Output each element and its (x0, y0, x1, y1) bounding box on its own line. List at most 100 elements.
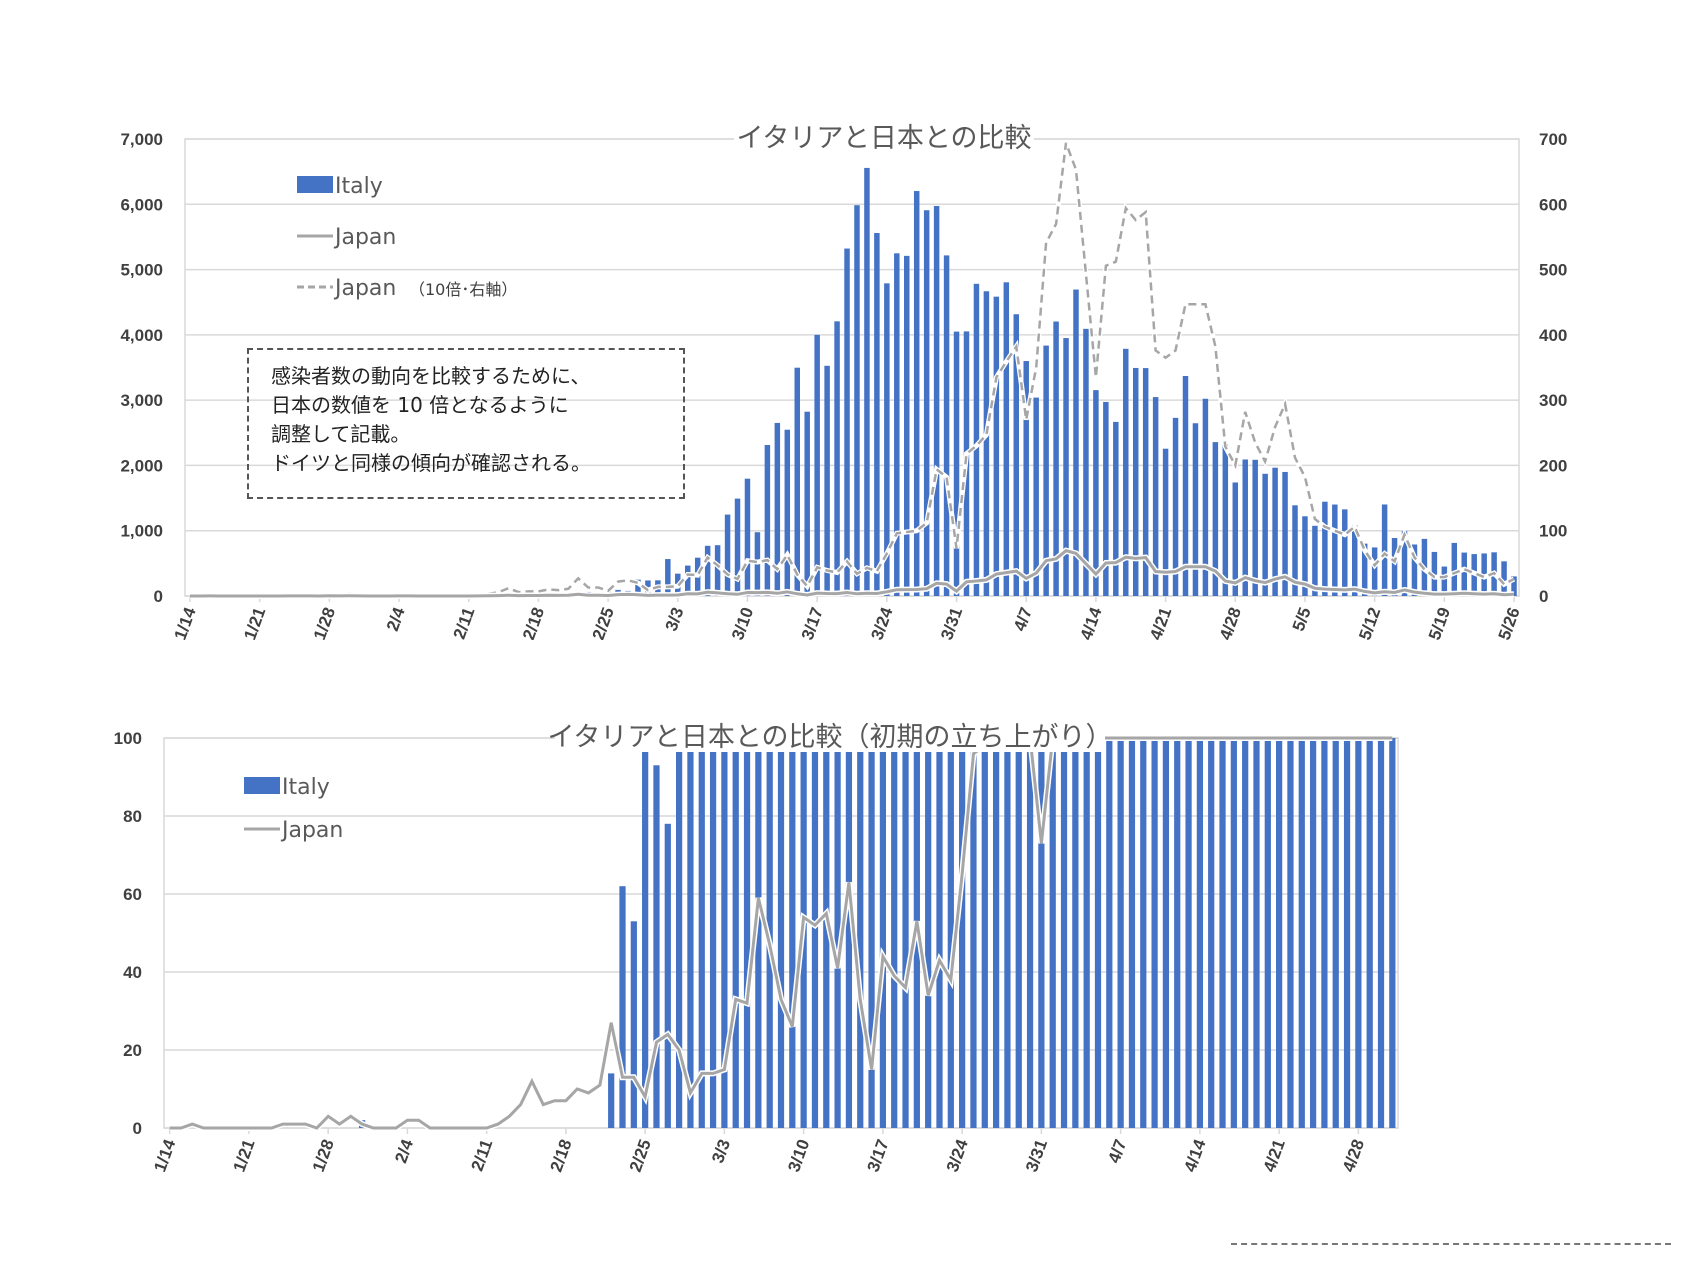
bar-italy (1230, 738, 1237, 1128)
bar-italy (1219, 738, 1226, 1128)
y-tick-label: 40 (123, 963, 142, 982)
bar-italy (854, 205, 860, 596)
y2-tick-label: 700 (1539, 130, 1567, 149)
bar-italy (1152, 397, 1159, 596)
bar-italy (953, 331, 960, 596)
bar-italy (714, 545, 721, 596)
x-tick-label: 3/10 (784, 1137, 813, 1175)
bar-italy (973, 283, 980, 596)
y-tick-label: 4,000 (120, 326, 163, 345)
chart-italy-japan-comparison: 0 1,000 2,000 3,000 4,000 5,000 6,000 7,000 0 100… (120, 123, 1568, 640)
bar-italy (1441, 566, 1448, 596)
bar-italy (1003, 282, 1010, 596)
bar-italy (1451, 542, 1458, 596)
bar-italy (1355, 738, 1362, 1128)
annotation-box: 感染者数の動向を比較するために、 日本の数値を 10 倍となるように 調整して記… (247, 348, 685, 499)
x-tick-label: 3/17 (863, 1137, 892, 1175)
bar-italy (1015, 738, 1022, 1128)
bar-italy (764, 444, 771, 596)
y-tick-label: 100 (114, 729, 142, 748)
y-tick-label: 0 (154, 587, 163, 606)
bar-italy (1174, 738, 1181, 1128)
bar-italy (902, 738, 909, 1128)
x-tick-label: 2/25 (626, 1137, 655, 1175)
legend-swatch-italy (244, 777, 280, 794)
bar-italy (1342, 509, 1348, 596)
bar-italy (868, 738, 875, 1128)
bar-italy (1501, 561, 1507, 596)
bar-italy (1253, 738, 1260, 1128)
bar-italy (824, 365, 830, 596)
bar-italy (1222, 444, 1229, 596)
bar-italy (1242, 738, 1249, 1128)
chart-title: イタリアと日本との比較（初期の立ち上がり） (547, 722, 1112, 753)
legend-label: Italy (282, 775, 330, 800)
y-tick-label: 3,000 (120, 391, 163, 410)
bar-italy (1287, 738, 1294, 1128)
bar-italy (1292, 505, 1298, 596)
legend-label: Italy (335, 174, 383, 199)
bar-italy (653, 765, 660, 1128)
bar-italy (891, 738, 898, 1128)
bar-italy (784, 429, 791, 596)
bar-italy (1391, 538, 1398, 596)
bar-italy (1371, 547, 1378, 596)
bar-italy (970, 738, 977, 1128)
bar-italy (1242, 459, 1248, 596)
line-japan (190, 549, 1515, 598)
bar-italy (1232, 482, 1239, 596)
bar-italy (1043, 345, 1049, 596)
bar-italy (744, 478, 751, 596)
bar-italy (1053, 321, 1059, 596)
bar-italy (1322, 501, 1328, 596)
annotation-line: ドイツと同様の傾向が確認される。 (271, 451, 591, 475)
bar-italy (857, 738, 864, 1128)
bar-italy (789, 738, 796, 1128)
bar-italy (1073, 289, 1079, 596)
legend-label: Japan (333, 225, 396, 250)
bar-italy (1252, 459, 1258, 596)
bar-italy (1140, 738, 1147, 1128)
bar-italy (1185, 738, 1192, 1128)
x-tick-label: 4/7 (1104, 1137, 1130, 1166)
bar-italy (1298, 738, 1305, 1128)
bar-italy (1182, 375, 1189, 596)
bar-italy (834, 321, 840, 596)
bar-italy (687, 738, 694, 1128)
x-tick-label: 4/14 (1180, 1136, 1209, 1174)
bar-italy (1103, 401, 1109, 596)
bar-italy (732, 738, 739, 1128)
bar-italy (814, 334, 820, 596)
bar-italy (630, 921, 637, 1128)
bar-italy (1401, 531, 1408, 596)
bar-italy (1106, 738, 1113, 1128)
bar-italy (1142, 368, 1149, 596)
bar-italy (981, 738, 988, 1128)
bar-italy (1063, 338, 1069, 596)
bar-italy (675, 738, 683, 1128)
bar-italy (959, 738, 966, 1128)
bar-italy (704, 545, 711, 596)
footer-divider (1231, 1243, 1671, 1245)
annotation-line: 日本の数値を 10 倍となるように (271, 393, 569, 417)
bar-italy (1196, 738, 1203, 1128)
bar-italy (635, 579, 641, 596)
bar-italy (983, 291, 990, 596)
bar-italy (1208, 738, 1215, 1128)
bar-italy (884, 283, 890, 596)
bar-italy (709, 738, 717, 1128)
bar-italy (811, 738, 819, 1128)
bar-italy (1192, 423, 1199, 596)
bar-italy (1212, 442, 1219, 596)
bar-italy (1411, 544, 1418, 596)
x-tick-label: 2/18 (546, 1137, 575, 1175)
x-tick-label: 3/3 (708, 1137, 734, 1166)
bar-italy (894, 253, 900, 596)
bar-italy (943, 255, 950, 597)
chart-title: イタリアと日本との比較 (736, 123, 1031, 154)
bar-italy (904, 255, 910, 596)
legend-label: Japan (280, 818, 343, 843)
bar-italy (1060, 738, 1068, 1128)
y-tick-label: 0 (133, 1119, 142, 1138)
